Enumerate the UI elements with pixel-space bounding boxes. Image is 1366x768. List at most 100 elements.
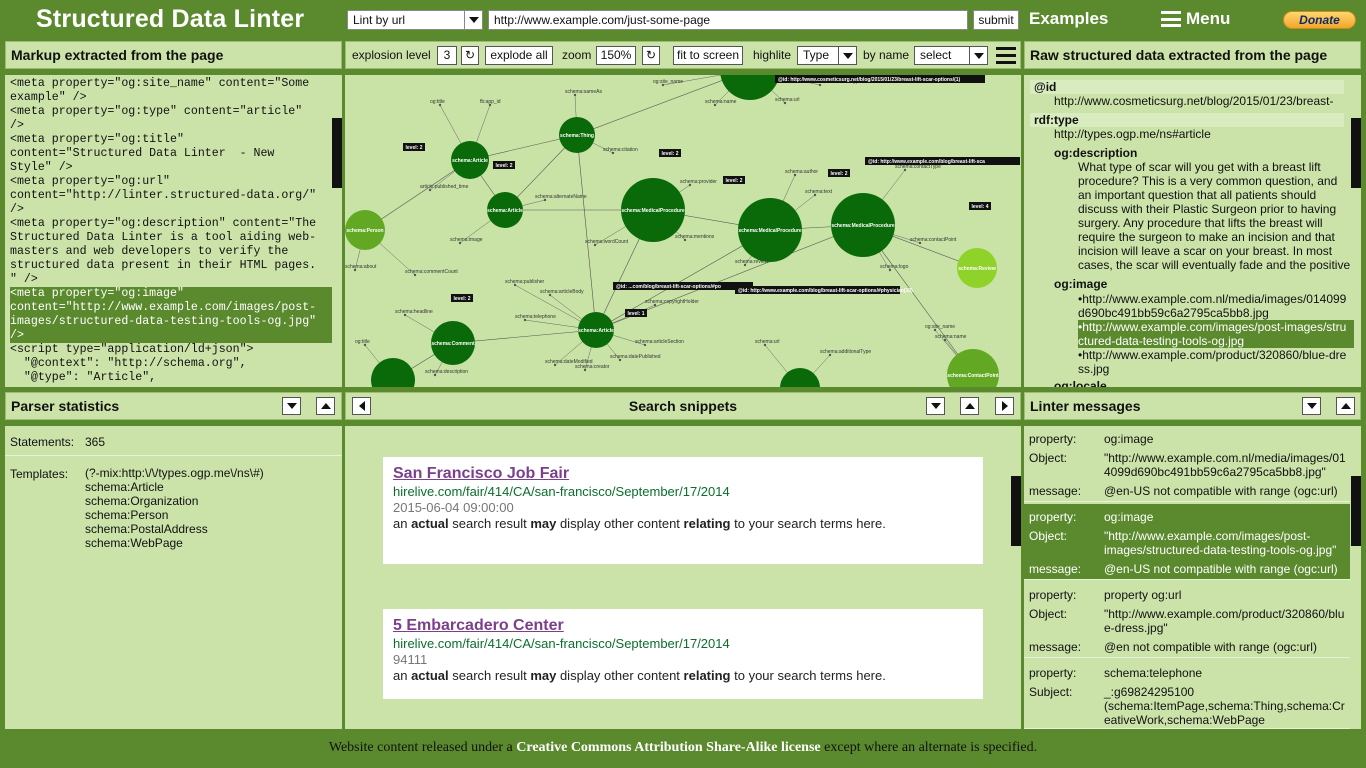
linter-scrollbar[interactable] (1351, 476, 1361, 546)
linter-message[interactable]: property: property og:url Object: "http://w… (1024, 582, 1350, 658)
graph-node[interactable] (578, 312, 614, 348)
graph-leaf-node[interactable] (653, 303, 657, 307)
collapse-up-icon[interactable] (960, 397, 979, 415)
graph-node[interactable] (720, 75, 780, 100)
collapse-down-icon[interactable] (282, 397, 301, 415)
graph-level-tag (403, 143, 425, 151)
highlight-select[interactable]: Type (797, 46, 857, 65)
markup-panel[interactable]: <meta property="og:site_name" content="S… (5, 75, 342, 387)
graph-leaf-node[interactable] (573, 93, 577, 97)
linter-message[interactable]: property: og:image Object: "http://www.exam… (1024, 426, 1350, 502)
explosion-level-input[interactable]: 3 (437, 46, 457, 65)
lint-mode-select[interactable]: Lint by url (347, 10, 483, 30)
graph-leaf-node[interactable] (661, 83, 665, 87)
graph-node[interactable] (831, 193, 895, 257)
graph-leaf-node[interactable] (458, 241, 462, 245)
graph-leaf-node[interactable] (713, 103, 717, 107)
graph-node[interactable] (371, 358, 415, 387)
graph-leaf-node[interactable] (793, 173, 797, 177)
markup-scrollbar[interactable] (332, 118, 342, 188)
graph-leaf-node[interactable] (488, 103, 492, 107)
snippets-scrollbar[interactable] (1011, 476, 1021, 546)
collapse-up-icon[interactable] (316, 397, 335, 415)
graph-leaf-node[interactable] (413, 273, 417, 277)
footer-prefix: Website content released under a (328, 740, 517, 755)
graph-leaf-node[interactable] (688, 183, 692, 187)
prev-snippet-icon[interactable] (352, 397, 371, 415)
graph-node[interactable] (738, 198, 802, 262)
collapse-up-icon[interactable] (1336, 397, 1355, 415)
fit-to-screen-button[interactable]: fit to screen (673, 46, 743, 65)
raw-data-panel[interactable]: @id http://www.cosmeticsurg.net/blog/201… (1024, 75, 1361, 387)
graph-leaf-node[interactable] (618, 358, 622, 362)
examples-link[interactable]: Examples (1029, 9, 1109, 28)
graph-leaf-node[interactable] (933, 328, 937, 332)
zoom-input[interactable]: 150% (596, 46, 636, 65)
graph-leaf-node[interactable] (743, 263, 747, 267)
linter-panel[interactable]: property: og:image Object: "http://www.exam… (1024, 426, 1361, 729)
graph-node[interactable] (559, 117, 595, 153)
graph-leaf-node[interactable] (818, 83, 822, 87)
markup-line: images/structured-data-testing-tools-og.… (10, 315, 332, 329)
graph-leaf-node[interactable] (783, 101, 787, 105)
graph-leaf-node[interactable] (523, 318, 527, 322)
graph-leaf-node[interactable] (403, 313, 407, 317)
explode-all-button[interactable]: explode all (485, 46, 553, 65)
graph-leaf-node[interactable] (611, 151, 615, 155)
markup-line: example" /> (10, 91, 87, 104)
graph-leaf-node[interactable] (683, 238, 687, 242)
graph-leaf-node[interactable] (513, 283, 517, 287)
refresh-zoom-icon[interactable]: ↻ (642, 46, 660, 65)
graph-leaf-node[interactable] (903, 168, 907, 172)
by-name-select[interactable]: select (914, 46, 988, 65)
graph-leaf-node[interactable] (593, 243, 597, 247)
graph-leaf-node[interactable] (428, 188, 432, 192)
license-link[interactable]: Creative Commons Attribution Share-Alike… (516, 740, 821, 755)
collapse-down-icon[interactable] (1302, 397, 1321, 415)
graph-menu-icon[interactable] (996, 47, 1016, 64)
graph-leaf-node[interactable] (543, 198, 547, 202)
graph-leaf-node[interactable] (828, 353, 832, 357)
graph-leaf-node[interactable] (943, 338, 947, 342)
graph-leaf-node[interactable] (433, 373, 437, 377)
refresh-explosion-icon[interactable]: ↻ (461, 46, 479, 65)
markup-line: /> (10, 203, 24, 216)
graph-node[interactable] (621, 178, 685, 242)
graph-edge-label: schema:wordCount (585, 239, 629, 245)
graph-svg[interactable]: og:site_name schema:name schema:url schema:… (345, 75, 1021, 387)
graph-leaf-node[interactable] (918, 241, 922, 245)
graph-leaf-node[interactable] (438, 103, 442, 107)
graph-node[interactable] (451, 141, 489, 179)
donate-button[interactable]: Donate (1283, 11, 1356, 29)
linter-message[interactable]: property: og:image Object: "http://www.exam… (1024, 504, 1350, 580)
graph-node-label: schema:Thing (560, 133, 594, 139)
graph-leaf-node[interactable] (763, 343, 767, 347)
graph-leaf-node[interactable] (583, 368, 587, 372)
graph-node[interactable] (957, 248, 997, 288)
graph-level-tag-label: level: 4 (972, 204, 989, 210)
graph-node[interactable] (947, 349, 999, 387)
graph-node[interactable] (780, 368, 820, 387)
graph-leaf-node[interactable] (643, 343, 647, 347)
graph-node[interactable] (487, 192, 523, 228)
raw-scrollbar[interactable] (1351, 118, 1361, 188)
graph-leaf-node[interactable] (353, 268, 357, 272)
graph-leaf-node[interactable] (363, 343, 367, 347)
graph-leaf-node[interactable] (548, 293, 552, 297)
graph-edge (576, 134, 597, 331)
graph-level-tag (828, 169, 850, 177)
graph-leaf-node[interactable] (553, 363, 557, 367)
graph-leaf-node[interactable] (813, 193, 817, 197)
graph-node[interactable] (431, 321, 475, 365)
graph-canvas[interactable]: og:site_name schema:name schema:url schema:… (345, 75, 1021, 387)
linter-message[interactable]: property: schema:telephone Subject: _:g6982… (1024, 660, 1350, 729)
submit-button[interactable]: submit (973, 10, 1019, 30)
menu-button[interactable]: Menu (1161, 9, 1230, 29)
collapse-down-icon[interactable] (926, 397, 945, 415)
snippet-title-link[interactable]: San Francisco Job Fair (393, 465, 570, 482)
graph-node[interactable] (345, 210, 385, 250)
graph-leaf-node[interactable] (888, 268, 892, 272)
url-input[interactable] (488, 10, 968, 30)
snippet-title-link[interactable]: 5 Embarcadero Center (393, 617, 564, 634)
next-snippet-icon[interactable] (995, 397, 1014, 415)
